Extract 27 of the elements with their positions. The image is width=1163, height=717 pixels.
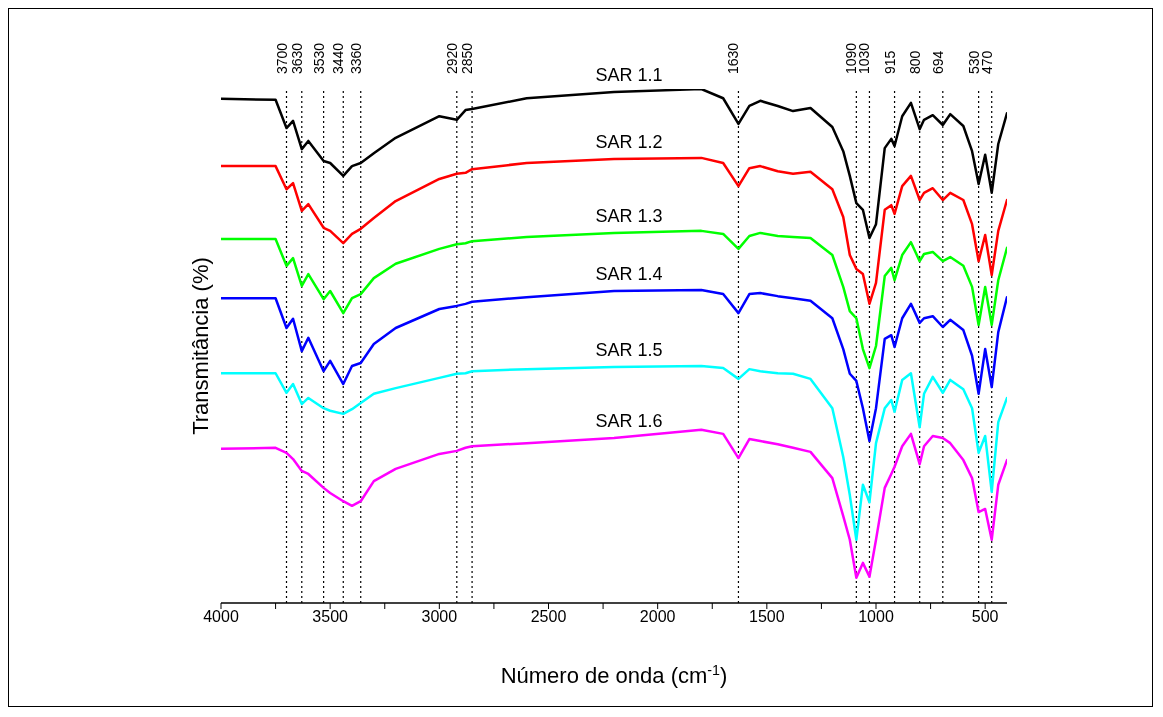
x-axis-title: Número de onda (cm$^{-1}$) bbox=[500, 662, 728, 688]
series-label: SAR 1.2 bbox=[595, 131, 663, 152]
x-tick-label: 2000 bbox=[639, 608, 676, 626]
ref-line-label: 800 bbox=[906, 50, 923, 74]
x-tick-label: 1500 bbox=[749, 608, 785, 626]
series-label: SAR 1.5 bbox=[595, 340, 663, 361]
ref-line-label: 2920 bbox=[443, 42, 460, 74]
series-label: SAR 1.1 bbox=[595, 65, 663, 86]
series-label: SAR 1.4 bbox=[595, 264, 663, 284]
x-tick-label: 3500 bbox=[312, 608, 349, 626]
x-tick-label: 1000 bbox=[858, 608, 894, 626]
x-tick-label: 2500 bbox=[530, 608, 567, 626]
ref-line-label: 694 bbox=[929, 50, 946, 74]
series-label: SAR 1.3 bbox=[595, 205, 663, 226]
ref-line-label: 3630 bbox=[288, 42, 305, 74]
ref-line-label: 1630 bbox=[725, 42, 742, 74]
ref-line-label: 3360 bbox=[347, 42, 364, 74]
y-axis-title: Transmitância (%) bbox=[188, 257, 213, 435]
x-tick-label: 4000 bbox=[203, 608, 239, 626]
ref-line-label: 3440 bbox=[330, 42, 347, 74]
ref-line-label: 2850 bbox=[459, 42, 476, 74]
ref-line-label: 3700 bbox=[273, 42, 290, 74]
x-tick-label: 3000 bbox=[421, 608, 458, 626]
series-label: SAR 1.6 bbox=[595, 411, 663, 432]
x-tick-label: 500 bbox=[971, 608, 999, 626]
ref-line-label: 3530 bbox=[310, 42, 327, 74]
ref-line-label: 915 bbox=[881, 50, 898, 74]
